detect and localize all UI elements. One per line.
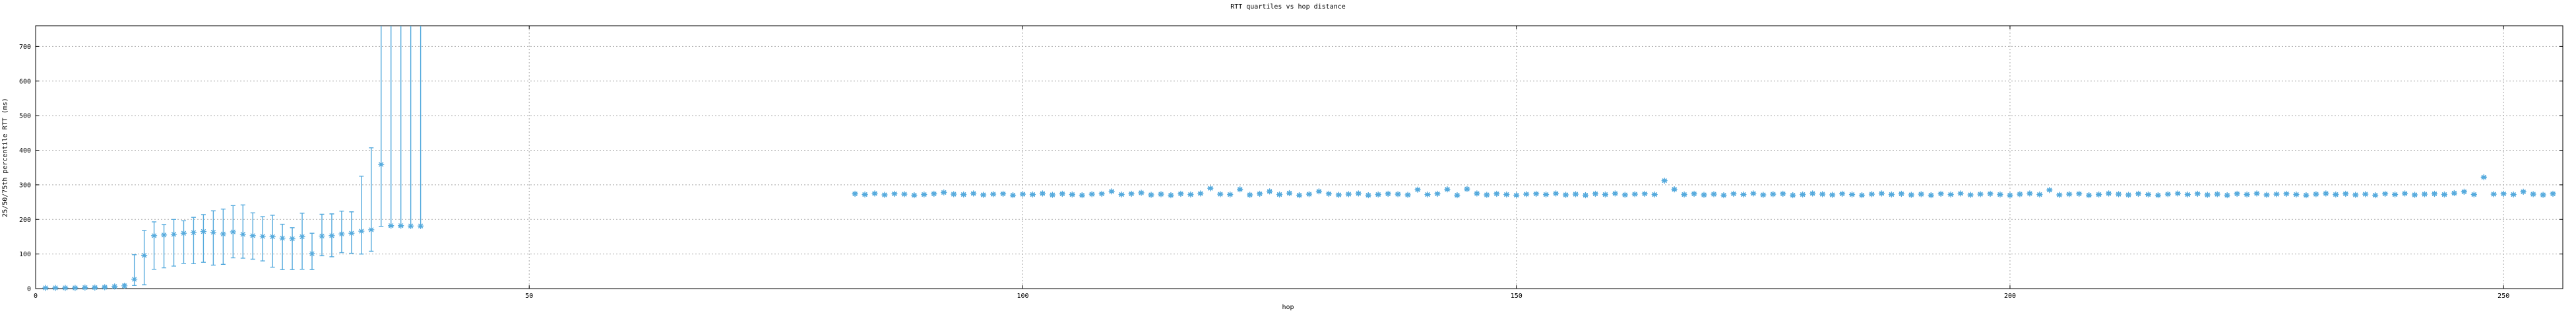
chart-title: RTT quartiles vs hop distance xyxy=(1230,3,1346,11)
y-tick-label: 200 xyxy=(19,217,31,224)
x-tick-label: 250 xyxy=(2497,293,2509,300)
y-tick-label: 600 xyxy=(19,78,31,85)
x-tick-label: 0 xyxy=(34,293,38,300)
tick-marks xyxy=(35,26,2563,289)
x-tick-label: 100 xyxy=(1017,293,1028,300)
plot-border xyxy=(35,25,2563,289)
data-point-markers xyxy=(42,161,2556,291)
error-bars xyxy=(43,26,2556,289)
x-tick-label: 200 xyxy=(2004,293,2016,300)
y-tick-label: 400 xyxy=(19,147,31,155)
y-tick-label: 100 xyxy=(19,251,31,258)
y-tick-label: 0 xyxy=(27,286,31,293)
x-axis-label: hop xyxy=(1282,304,1294,311)
y-tick-label: 300 xyxy=(19,182,31,189)
y-tick-label: 700 xyxy=(19,44,31,51)
y-tick-label: 500 xyxy=(19,113,31,120)
x-tick-label: 150 xyxy=(1511,293,1523,300)
x-tick-label: 50 xyxy=(525,293,533,300)
grid-lines xyxy=(36,26,2563,289)
